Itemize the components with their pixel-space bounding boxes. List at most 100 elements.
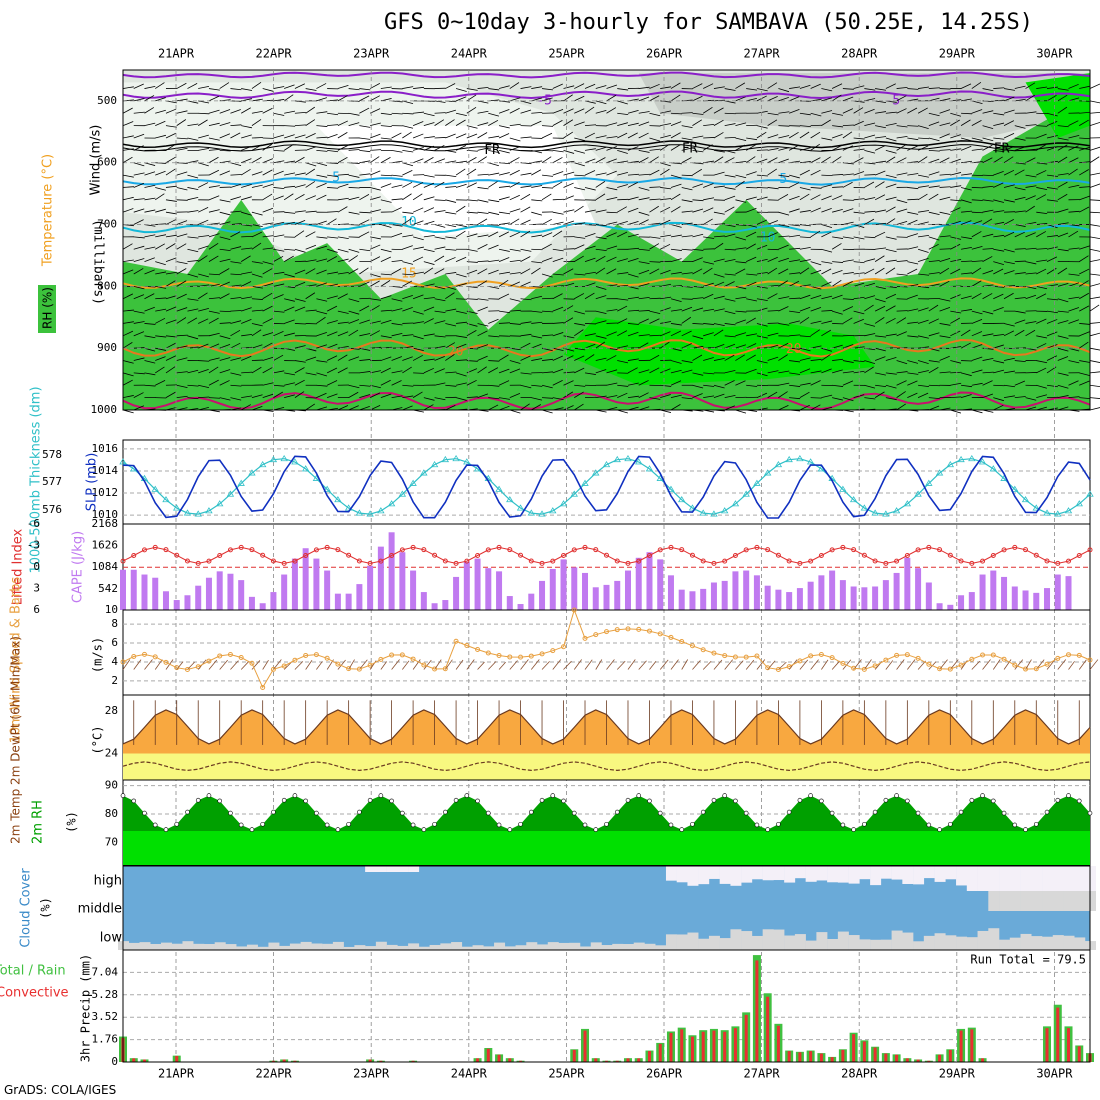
wind-barb-10m (552, 659, 562, 670)
wind-barb (960, 295, 972, 300)
wind-barb (230, 223, 242, 225)
wind-barb (273, 283, 285, 287)
wind-barb-10m (520, 659, 529, 670)
precip-convective-bar (948, 1049, 952, 1062)
cloud-mid-gray (1063, 891, 1075, 911)
cloud-high-gray (827, 866, 839, 883)
wind-barb (241, 318, 252, 324)
wind-barb (939, 133, 950, 139)
li-marker (131, 553, 137, 559)
wind-barb (982, 199, 994, 202)
wind-barb (348, 187, 360, 189)
wind-barb (874, 255, 885, 262)
wind-barb (971, 120, 982, 126)
wind-barb (713, 329, 724, 337)
wind-barb (262, 235, 274, 238)
wind-barb (241, 247, 253, 250)
wind-barb (670, 94, 681, 102)
wind-barb (122, 148, 134, 151)
wind-barb (423, 174, 435, 178)
wind-barb (197, 255, 208, 262)
wind-barb (176, 280, 187, 287)
wind-barb (842, 306, 854, 312)
wind-barb-10m (907, 659, 916, 670)
wind-barb (799, 84, 811, 89)
wind-barb (971, 267, 982, 275)
wind-barb (1068, 230, 1079, 238)
cape-bar (205, 577, 212, 610)
thickness-marker (1075, 500, 1083, 507)
contour-label: -5 (885, 93, 901, 108)
wind-barb (380, 183, 392, 188)
wind-barb (477, 344, 489, 349)
wind-barb (122, 321, 134, 324)
wind-barb (960, 342, 971, 349)
wind-barb (251, 224, 263, 227)
wind-barb (348, 310, 360, 315)
wind-barb (445, 133, 456, 139)
wind-barb (520, 281, 531, 287)
wind-barb (756, 372, 768, 377)
wind-barb (369, 392, 381, 398)
li-tick: 3 (33, 582, 40, 595)
wind-barb (359, 333, 371, 337)
li-marker (217, 553, 223, 559)
wind-barb (864, 236, 876, 239)
wind-barb (756, 187, 768, 189)
wind-barb (1068, 210, 1080, 213)
wind-barb (445, 354, 455, 361)
wind-barb (713, 323, 725, 327)
wind-barb (284, 110, 296, 114)
wind-barb (198, 384, 210, 389)
wind-barb (1003, 357, 1015, 361)
wind-barb (928, 185, 940, 188)
wind-barb (971, 292, 982, 300)
wind-barb (1046, 94, 1057, 102)
wind-barb (660, 234, 672, 238)
wind-barb (1079, 323, 1091, 325)
wind-barb (348, 356, 360, 361)
wind-barb (810, 261, 822, 266)
wind-barb (251, 144, 262, 151)
wind-barb (251, 298, 263, 300)
wind-barb (638, 283, 650, 287)
wind-barb (788, 131, 799, 139)
wind-barb (670, 347, 682, 352)
wind-barb (842, 145, 854, 151)
wind-barb (155, 261, 166, 266)
wind-barb (348, 88, 360, 91)
wind-barb (316, 236, 328, 239)
wind-barb (1036, 394, 1047, 399)
wind-barb (337, 156, 348, 164)
cloud-low-gray (622, 943, 634, 950)
wind-barb (971, 148, 983, 151)
wind-barb (1089, 371, 1100, 374)
wind-barb (789, 86, 801, 89)
wind-barb (412, 236, 424, 241)
wind-barb (498, 293, 510, 300)
wind-barb-10m (530, 659, 540, 670)
wind-barb (456, 298, 468, 300)
wind-barb (713, 149, 725, 153)
wind-barb (574, 403, 584, 411)
wind-barb (606, 170, 617, 176)
wind-barb (1014, 319, 1026, 324)
wind-barb (778, 323, 790, 326)
temp-contour-10 (122, 221, 1091, 234)
wind-barb (370, 196, 381, 201)
rh2m-marker (690, 821, 695, 827)
wind-marker (249, 660, 255, 666)
wind-barb (284, 382, 295, 386)
wind-barb (853, 310, 865, 315)
wind-barb (638, 211, 650, 216)
wind-barb (681, 316, 692, 324)
cape-bar (141, 574, 148, 610)
wind-barb (831, 156, 842, 164)
cloud-high-gray (1009, 866, 1021, 891)
wind-barb (499, 185, 511, 188)
wind-barb-10m (133, 659, 142, 670)
wind-barb (735, 310, 747, 313)
wind-barb (928, 171, 940, 176)
wind-barb (316, 162, 328, 167)
wind-marker (550, 648, 556, 654)
